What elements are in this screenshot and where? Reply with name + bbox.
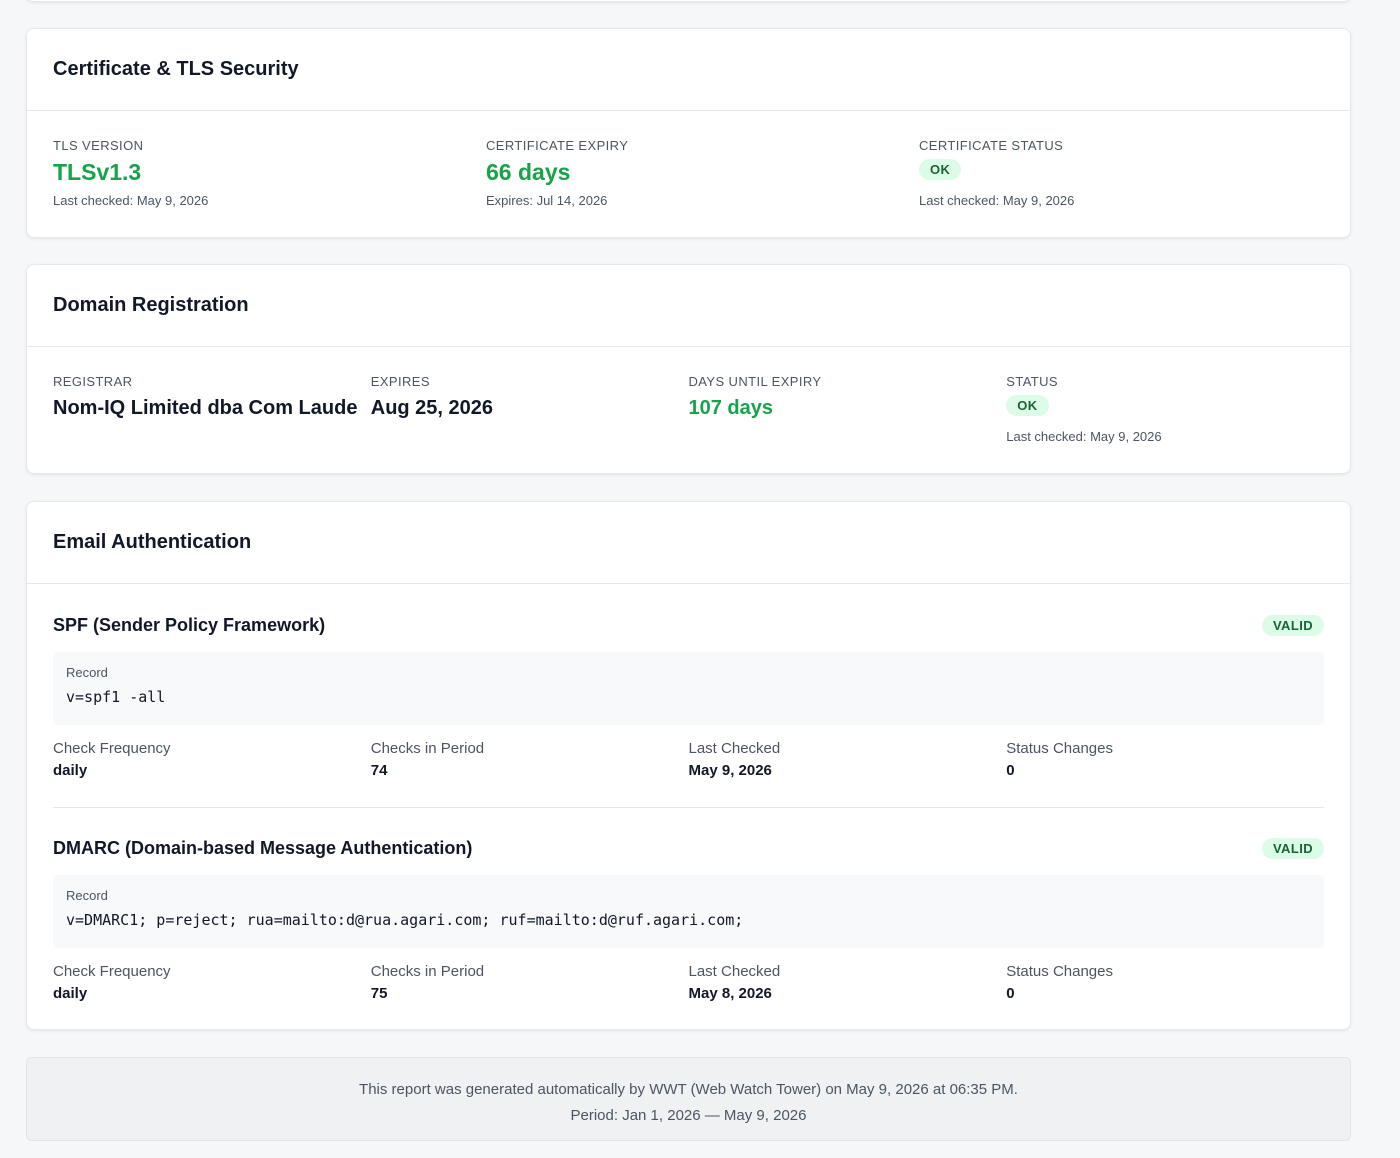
item: STATUS OK Last checked: May 9, 2026 <box>1006 373 1324 445</box>
note: Last checked: May 9, 2026 <box>919 193 1075 208</box>
label: STATUS <box>1006 374 1059 389</box>
stat-label: Checks in Period <box>370 740 485 757</box>
record-value: v=DMARC1; p=reject; rua=mailto:d@rua.aga… <box>66 911 744 929</box>
footer-line: This report was generated automatically … <box>359 1081 1018 1098</box>
record-value: v=spf1 -all <box>66 688 166 706</box>
label: REGISTRAR <box>53 374 133 389</box>
tls-card: Certificate & TLS Security TLS VERSION TL… <box>26 28 1351 238</box>
stat-value: daily <box>53 985 88 1002</box>
stat-label: Last Checked <box>688 740 781 757</box>
stat-value: May 8, 2026 <box>688 985 772 1002</box>
item: CERTIFICATE STATUS OK Last checked: May 9,… <box>919 137 1324 209</box>
note: Expires: Jul 14, 2026 <box>486 193 608 208</box>
record-label: Record <box>66 888 108 903</box>
note: Last checked: May 9, 2026 <box>1006 429 1162 444</box>
record-box: Record v=spf1 -all <box>53 652 1324 725</box>
footer-line: Period: Jan 1, 2026 — May 9, 2026 <box>570 1107 807 1124</box>
card-header: Email Authentication <box>27 502 1350 584</box>
domain-card: Domain Registration REGISTRAR Nom-IQ Limi… <box>26 264 1351 474</box>
record-section: SPF (Sender Policy Framework) VALID Recor… <box>53 612 1324 779</box>
stat-label: Check Frequency <box>53 740 171 757</box>
card-header: Certificate & TLS Security <box>27 29 1350 111</box>
badge: OK <box>919 159 962 180</box>
value: Nom-IQ Limited dba Com Laude <box>53 397 358 419</box>
stat-value: 0 <box>1006 985 1015 1002</box>
stat-label: Status Changes <box>1006 963 1113 980</box>
label: CERTIFICATE EXPIRY <box>486 138 629 153</box>
stats: Check Frequency daily Checks in Period 75 … <box>53 963 1324 1002</box>
domain-items: REGISTRAR Nom-IQ Limited dba Com Laude EX… <box>53 373 1324 445</box>
stat-value: 0 <box>1006 762 1015 779</box>
stat-value: May 9, 2026 <box>688 762 772 779</box>
value: 107 days <box>688 397 774 419</box>
tls-items: TLS VERSION TLSv1.3 Last checked: May 9, 2… <box>53 137 1324 209</box>
item: TLS VERSION TLSv1.3 Last checked: May 9, 2… <box>53 137 486 209</box>
label: CERTIFICATE STATUS <box>919 138 1064 153</box>
badge: VALID <box>1261 837 1324 859</box>
item: REGISTRAR Nom-IQ Limited dba Com Laude <box>53 373 371 445</box>
divider <box>53 807 1324 808</box>
email-card: Email Authentication SPF (Sender Policy … <box>26 501 1351 1030</box>
value: Aug 25, 2026 <box>370 397 494 419</box>
stat-label: Last Checked <box>688 963 781 980</box>
label: TLS VERSION <box>53 138 144 153</box>
stat-value: 74 <box>370 762 388 779</box>
record-name: SPF (Sender Policy Framework) <box>53 614 326 635</box>
footer: This report was generated automatically … <box>26 1057 1351 1141</box>
label: DAYS UNTIL EXPIRY <box>688 374 822 389</box>
stat-label: Status Changes <box>1006 740 1113 757</box>
badge: VALID <box>1261 614 1324 636</box>
item: EXPIRES Aug 25, 2026 <box>371 373 689 445</box>
card-header: Domain Registration <box>27 265 1350 347</box>
card-title: Email Authentication <box>53 531 252 553</box>
record-section: DMARC (Domain-based Message Authenticati… <box>53 835 1324 1002</box>
stat-label: Checks in Period <box>370 963 485 980</box>
card-title: Domain Registration <box>53 294 249 316</box>
record-box: Record v=DMARC1; p=reject; rua=mailto:d@r… <box>53 875 1324 948</box>
stat-value: 75 <box>370 985 388 1002</box>
previous-card <box>26 0 1351 2</box>
note: Last checked: May 9, 2026 <box>53 193 209 208</box>
item: CERTIFICATE EXPIRY 66 days Expires: Jul 14… <box>486 137 919 209</box>
card-title: Certificate & TLS Security <box>53 58 299 80</box>
stat-value: daily <box>53 762 88 779</box>
stat-label: Check Frequency <box>53 963 171 980</box>
item: DAYS UNTIL EXPIRY 107 days <box>689 373 1007 445</box>
record-name: DMARC (Domain-based Message Authenticati… <box>53 837 473 858</box>
value: 66 days <box>486 159 571 185</box>
record-label: Record <box>66 665 108 680</box>
value: TLSv1.3 <box>53 159 142 185</box>
badge: OK <box>1006 395 1049 416</box>
label: EXPIRES <box>370 374 430 389</box>
stats: Check Frequency daily Checks in Period 74 … <box>53 740 1324 779</box>
